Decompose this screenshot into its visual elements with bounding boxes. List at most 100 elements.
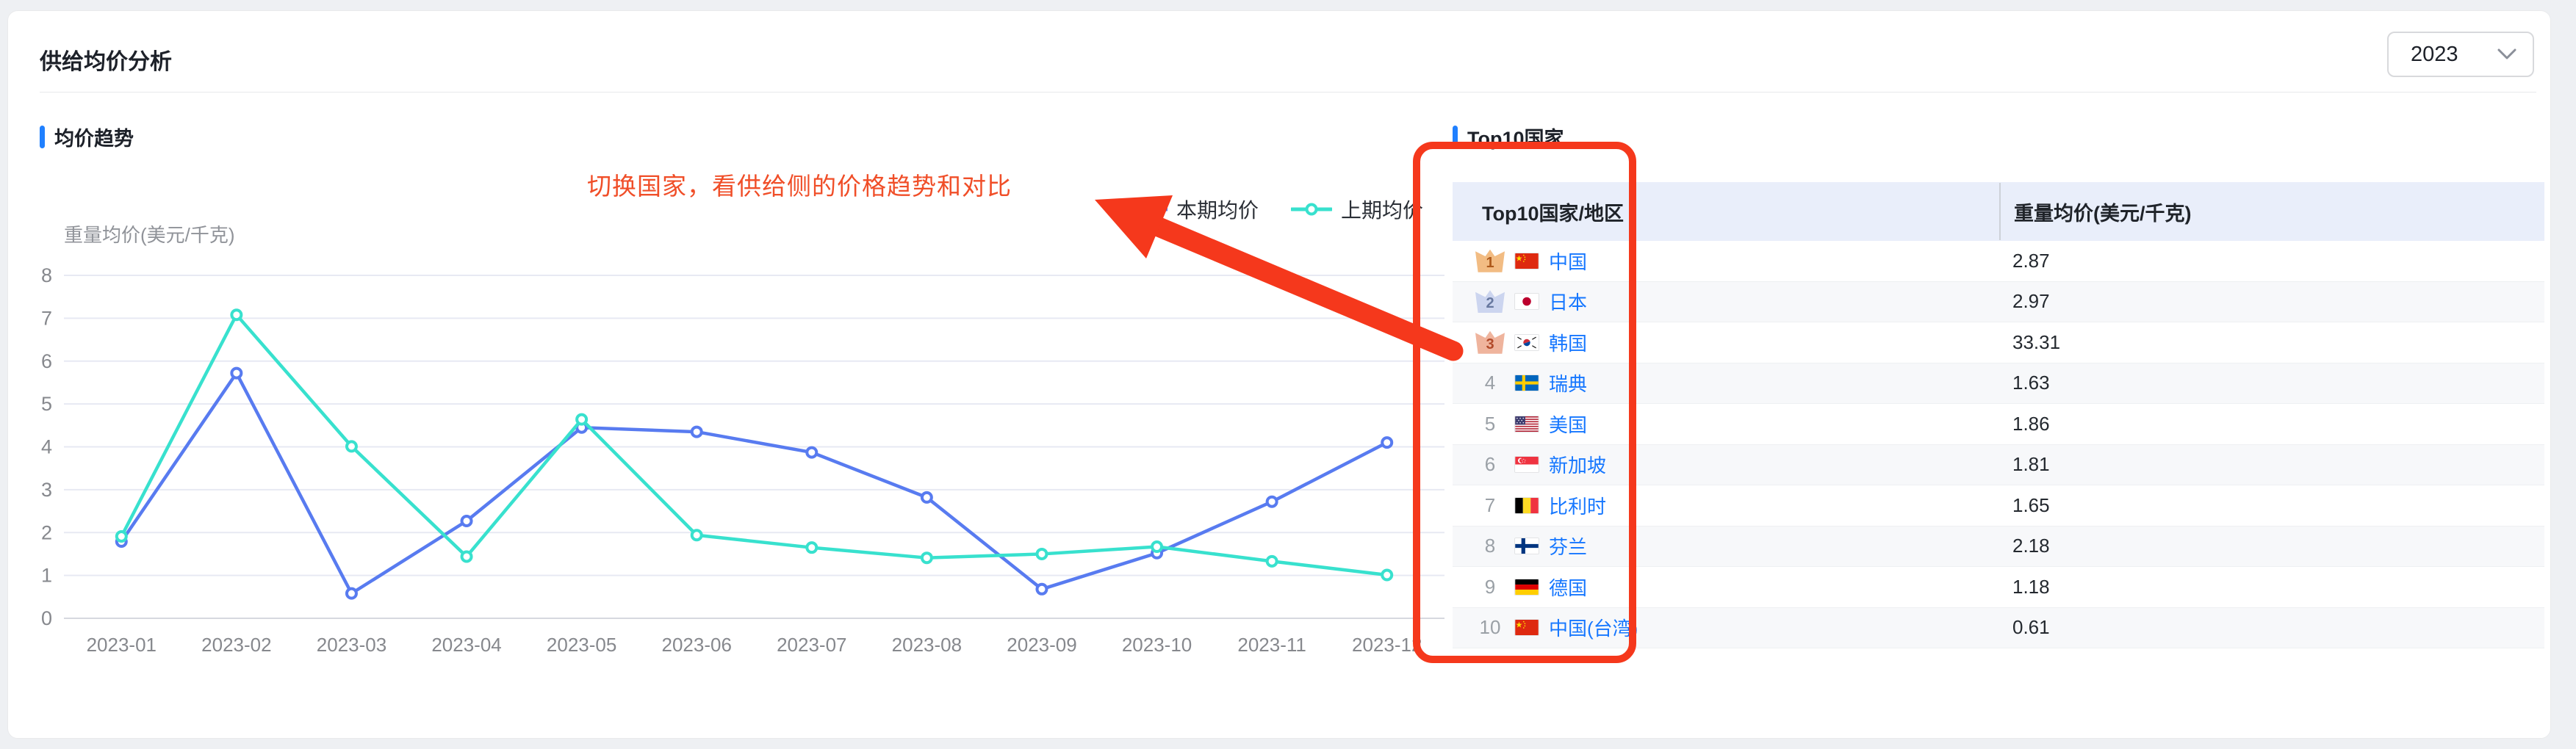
rank-number: 7 xyxy=(1484,493,1496,516)
rank-cell: 3 xyxy=(1475,330,1505,354)
country-cell: 6 新加坡 xyxy=(1453,451,1999,478)
flag-de-icon xyxy=(1514,578,1539,596)
avg-price-value: 2.97 xyxy=(2012,290,2050,313)
y-tick-label: 3 xyxy=(41,479,52,501)
section-accent-bar xyxy=(1453,126,1458,148)
rank-number: 10 xyxy=(1479,616,1501,639)
data-point[interactable] xyxy=(115,530,128,543)
data-point[interactable] xyxy=(805,446,819,459)
country-link[interactable]: 中国(台湾) xyxy=(1549,618,1638,640)
avg-price-value: 1.18 xyxy=(2012,575,2050,598)
section-top10-header: Top10国家 xyxy=(1453,123,1564,151)
data-point[interactable] xyxy=(460,514,473,527)
country-link[interactable]: 韩国 xyxy=(1549,332,1588,355)
country-link[interactable]: 美国 xyxy=(1549,413,1588,436)
table-header-value: 重量均价(美元/千克) xyxy=(1999,183,2544,240)
section-trend-title: 均价趋势 xyxy=(54,128,134,150)
country-link[interactable]: 德国 xyxy=(1549,576,1588,599)
rank-cell: 8 xyxy=(1475,535,1505,557)
rank-cell: 6 xyxy=(1475,453,1505,476)
rank-number: 9 xyxy=(1484,575,1496,598)
title-divider xyxy=(40,92,2536,93)
rank-number: 4 xyxy=(1484,372,1496,394)
section-trend-header: 均价趋势 xyxy=(40,123,134,151)
country-cell: 3 韩国 xyxy=(1453,329,1999,356)
table-row: 8 芬兰 2.18 xyxy=(1453,526,2544,567)
data-point[interactable] xyxy=(920,551,933,565)
country-link[interactable]: 日本 xyxy=(1549,292,1588,314)
x-tick-label: 2023-12 xyxy=(1352,634,1422,656)
data-point[interactable] xyxy=(805,541,819,554)
rank-cell: 4 xyxy=(1475,372,1505,394)
avg-price-value: 2.87 xyxy=(2012,249,2050,272)
x-tick-label: 2023-07 xyxy=(777,634,846,656)
country-cell: 1 中国 xyxy=(1453,247,1999,275)
flag-be-icon xyxy=(1514,496,1539,514)
flag-sg-icon xyxy=(1514,456,1539,474)
country-cell: 9 德国 xyxy=(1453,573,1999,601)
country-link[interactable]: 中国 xyxy=(1549,250,1588,273)
country-link[interactable]: 瑞典 xyxy=(1549,373,1588,396)
data-point[interactable] xyxy=(1035,547,1048,560)
data-point[interactable] xyxy=(230,308,243,322)
x-tick-label: 2023-01 xyxy=(87,634,156,656)
x-tick-label: 2023-10 xyxy=(1122,634,1192,656)
section-accent-bar xyxy=(40,126,45,148)
data-point[interactable] xyxy=(1381,436,1394,449)
data-point[interactable] xyxy=(1265,554,1278,568)
table-header-country: Top10国家/地区 xyxy=(1482,202,1625,225)
flag-cn-icon xyxy=(1514,619,1539,637)
y-tick-label: 4 xyxy=(41,436,52,458)
data-point[interactable] xyxy=(1151,540,1164,554)
flag-kr-icon xyxy=(1514,333,1539,351)
data-point[interactable] xyxy=(1381,568,1394,582)
top10-table: Top10国家/地区 重量均价(美元/千克) 1 中国 2.87 2 日本 2.97 3 韩国… xyxy=(1453,182,2544,648)
x-tick-label: 2023-09 xyxy=(1007,634,1076,656)
rank-number: 5 xyxy=(1484,412,1496,435)
table-row: 7 比利时 1.65 xyxy=(1453,485,2544,527)
x-tick-label: 2023-08 xyxy=(892,634,962,656)
data-point[interactable] xyxy=(575,413,589,426)
series-line-previous xyxy=(120,313,1389,577)
rank-cell: 2 xyxy=(1475,290,1505,314)
rank-number: 6 xyxy=(1484,453,1496,476)
table-row: 9 德国 1.18 xyxy=(1453,567,2544,608)
x-tick-label: 2023-03 xyxy=(317,634,386,656)
data-point[interactable] xyxy=(345,587,358,600)
rank-crown-icon: 2 xyxy=(1475,290,1505,314)
table-row: 3 韩国 33.31 xyxy=(1453,322,2544,363)
legend-marker-icon xyxy=(1291,203,1333,216)
country-cell: 10 中国(台湾) xyxy=(1453,614,1999,641)
y-tick-label: 0 xyxy=(41,607,52,629)
data-point[interactable] xyxy=(690,425,703,438)
year-select[interactable]: 2023 xyxy=(2387,32,2534,77)
table-row: 10 中国(台湾) 0.61 xyxy=(1453,607,2544,648)
data-point[interactable] xyxy=(460,550,473,563)
table-header-row: Top10国家/地区 重量均价(美元/千克) xyxy=(1453,182,2544,241)
annotation-text: 切换国家，看供给侧的价格趋势和对比 xyxy=(587,173,1012,200)
y-tick-label: 7 xyxy=(41,307,52,329)
rank-cell: 7 xyxy=(1475,494,1505,517)
avg-price-value: 33.31 xyxy=(2012,330,2061,353)
section-top10-title: Top10国家 xyxy=(1467,128,1564,150)
data-point[interactable] xyxy=(230,366,243,380)
data-point[interactable] xyxy=(920,491,933,504)
country-cell: 4 瑞典 xyxy=(1453,369,1999,397)
year-select-value: 2023 xyxy=(2411,42,2458,66)
country-link[interactable]: 比利时 xyxy=(1549,495,1607,518)
data-point[interactable] xyxy=(690,529,703,542)
country-link[interactable]: 芬兰 xyxy=(1549,536,1588,559)
y-axis-title: 重量均价(美元/千克) xyxy=(64,224,235,246)
data-point[interactable] xyxy=(1265,495,1278,508)
avg-price-value: 1.81 xyxy=(2012,453,2050,476)
table-row: 2 日本 2.97 xyxy=(1453,281,2544,322)
data-point[interactable] xyxy=(1035,582,1048,596)
data-point[interactable] xyxy=(345,440,358,453)
avg-price-value: 1.63 xyxy=(2012,372,2050,394)
country-link[interactable]: 新加坡 xyxy=(1549,455,1607,477)
page-title: 供给均价分析 xyxy=(40,50,172,74)
y-tick-label: 6 xyxy=(41,350,52,372)
x-tick-label: 2023-04 xyxy=(431,634,501,656)
country-cell: 7 比利时 xyxy=(1453,492,1999,519)
